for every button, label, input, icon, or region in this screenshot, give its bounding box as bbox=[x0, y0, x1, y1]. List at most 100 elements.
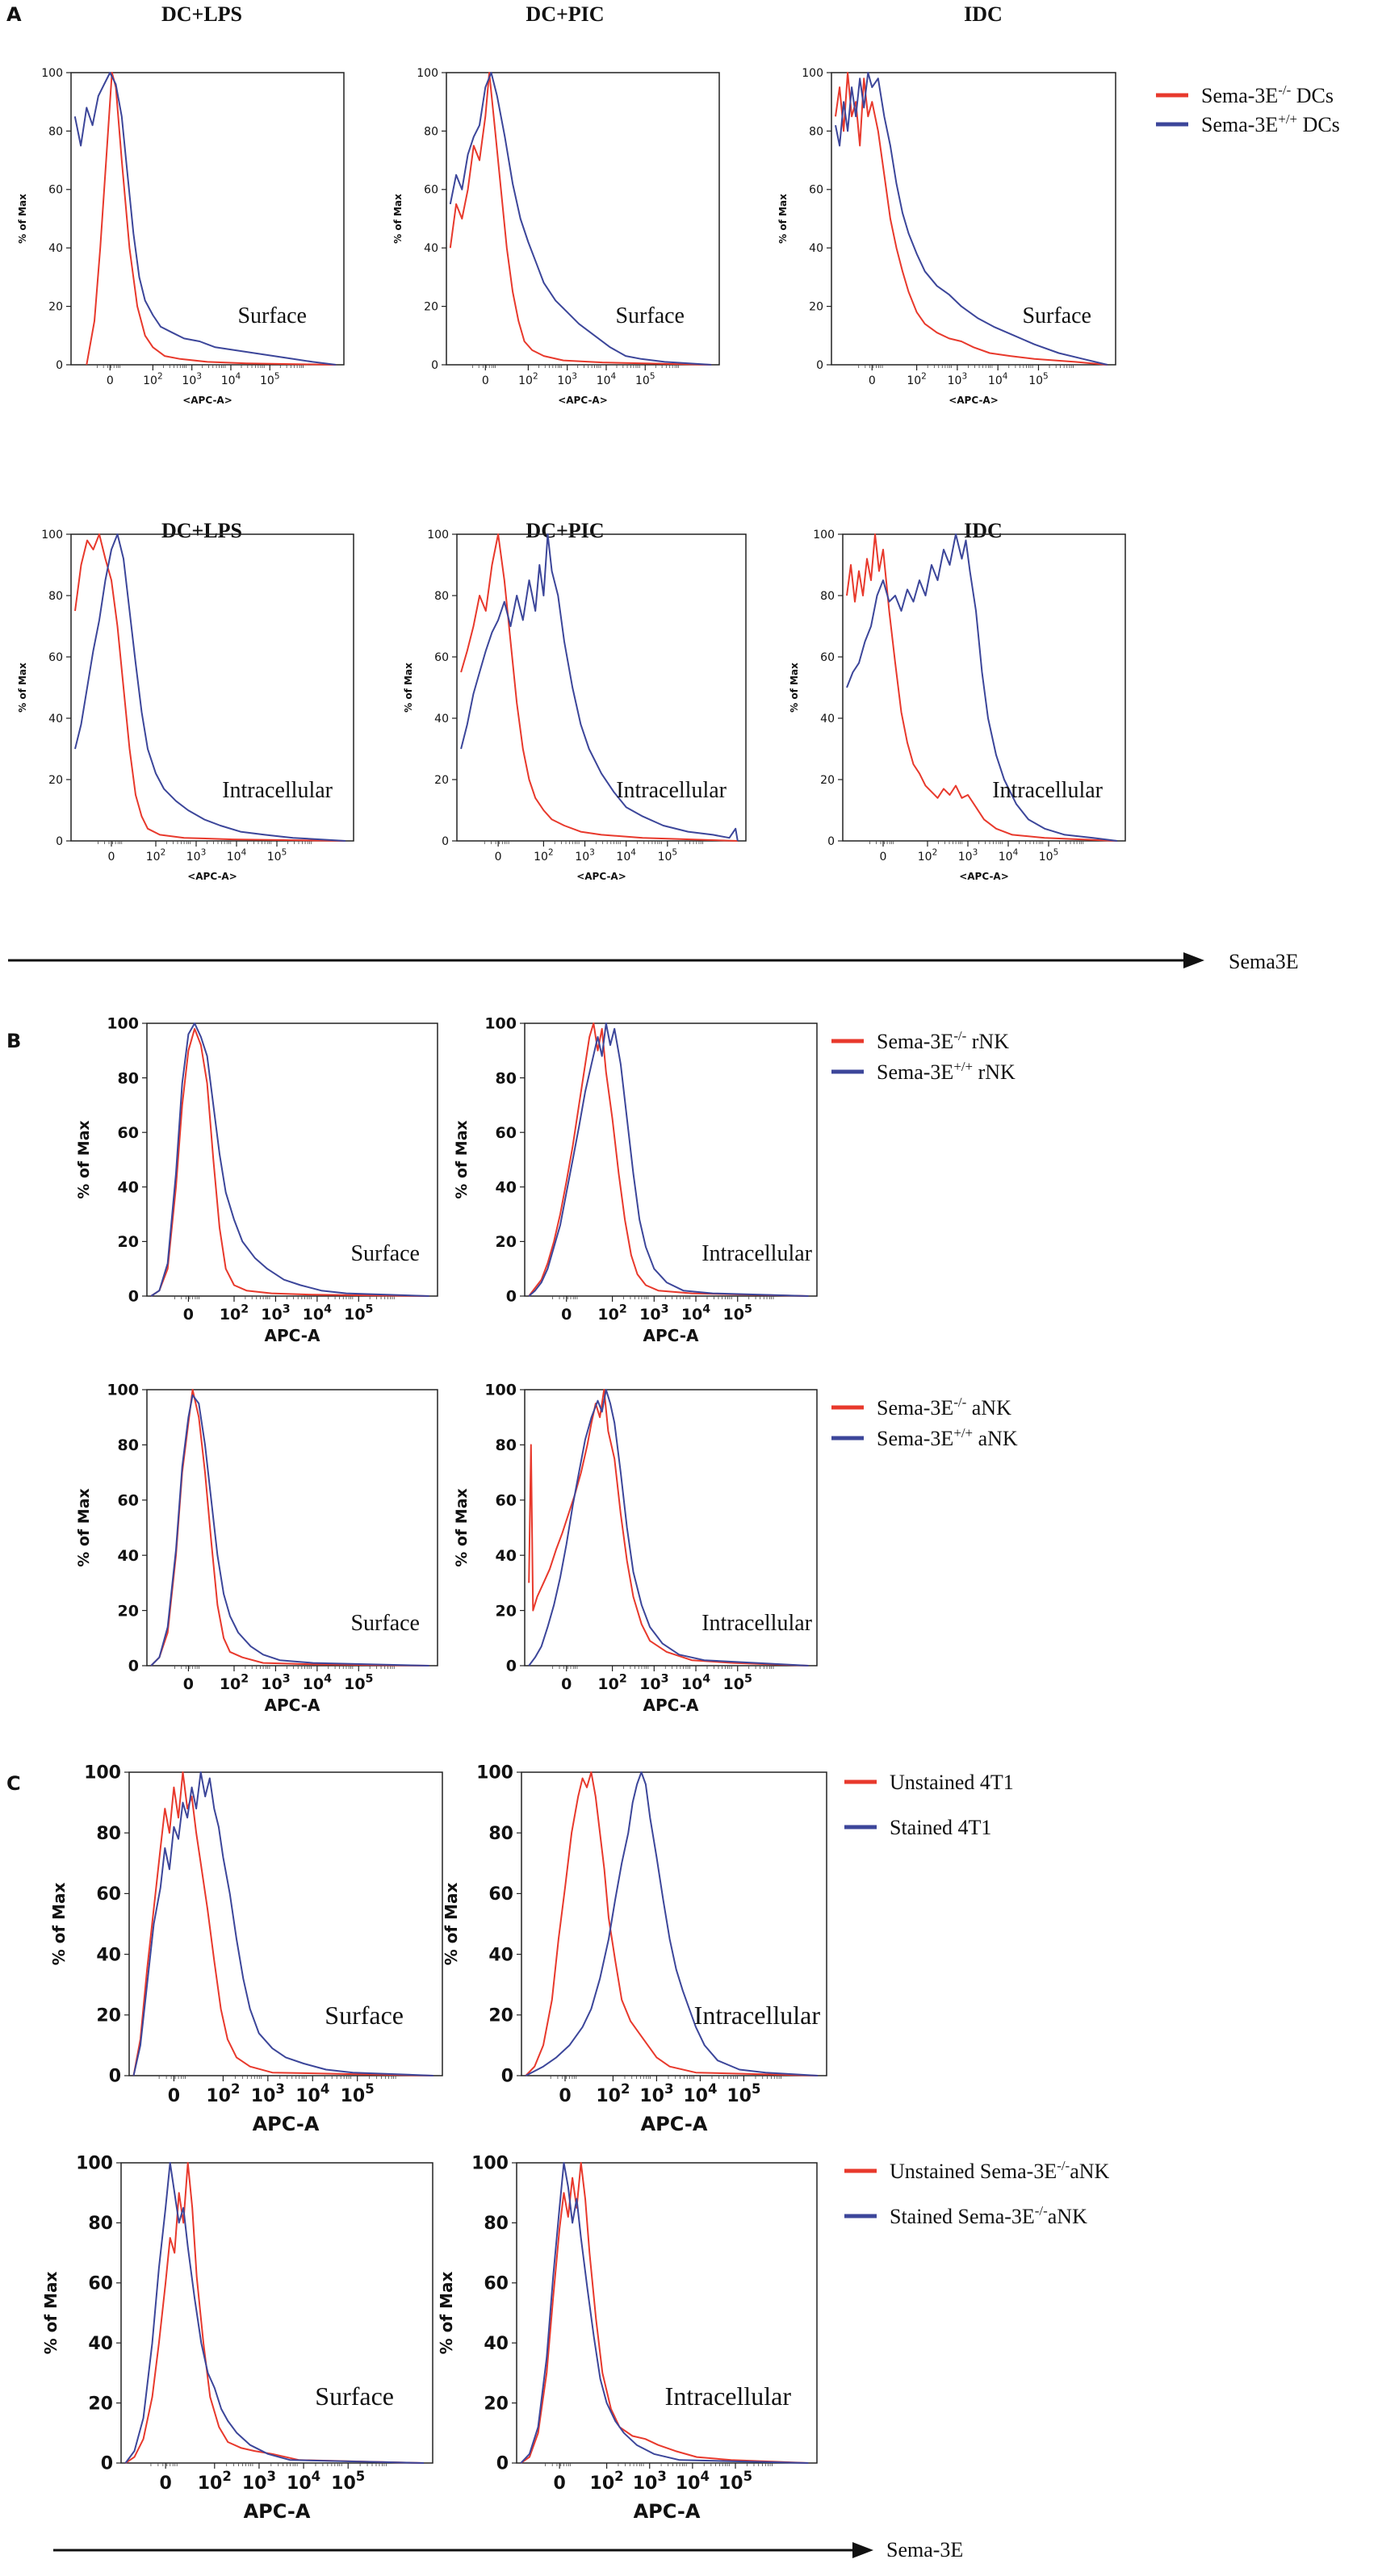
histogram-curve-blue bbox=[449, 72, 712, 366]
chart-title: DC+LPS bbox=[161, 519, 242, 542]
arrow-label-sema-3e: Sema-3E bbox=[886, 2538, 963, 2561]
legend-tail: rNK bbox=[966, 1030, 1009, 1053]
x-tick-label: 103 bbox=[639, 1672, 668, 1693]
y-tick-label: 40 bbox=[488, 1945, 513, 1965]
y-tick-label: 60 bbox=[484, 2274, 509, 2294]
x-axis-label: <APC-A> bbox=[576, 871, 626, 882]
x-tick-label: 103 bbox=[575, 848, 595, 864]
histogram-curve-blue bbox=[73, 72, 337, 366]
x-tick-label: 104 bbox=[681, 1672, 710, 1693]
y-tick-label: 40 bbox=[496, 1178, 517, 1196]
x-tick-label: 105 bbox=[344, 1672, 373, 1693]
x-tick-label: 0 bbox=[561, 1675, 572, 1693]
x-axis-label: <APC-A> bbox=[558, 395, 608, 406]
x-axis-label: <APC-A> bbox=[182, 395, 232, 406]
histogram-c1: 0 20 40 60 80 100 0 102 103 104 105 APC-A % of Max Su… bbox=[49, 1763, 443, 2135]
histogram-curve-red bbox=[525, 1771, 819, 2076]
x-tick-label: 104 bbox=[676, 2469, 710, 2494]
y-axis-label: % of Max bbox=[403, 663, 414, 713]
x-tick-label: 0 bbox=[561, 1306, 572, 1324]
y-tick-label: 60 bbox=[496, 1124, 517, 1142]
chart-title: DC+PIC bbox=[526, 519, 604, 542]
x-tick-label: 105 bbox=[723, 1303, 752, 1324]
legend-label: Sema-3E bbox=[877, 1030, 953, 1053]
plot-frame bbox=[524, 1389, 818, 1666]
y-tick-label: 0 bbox=[128, 1658, 139, 1675]
y-axis-label: % of Max bbox=[41, 2272, 61, 2355]
legend-label: Stained 4T1 bbox=[890, 1816, 991, 1839]
x-tick-label: 105 bbox=[635, 372, 655, 387]
histogram-b3: 0 20 40 60 80 100 0 102 103 104 105 APC-A % of Max Su… bbox=[75, 1382, 438, 1715]
x-axis-label: <APC-A> bbox=[949, 395, 999, 406]
x-tick-label: 0 bbox=[183, 1306, 194, 1324]
histogram-curve-blue bbox=[132, 1771, 433, 2076]
y-axis-label: % of Max bbox=[789, 663, 800, 713]
legend-entry: Sema-3E+/+ rNK bbox=[877, 1059, 1016, 1084]
sema3e-arrow-c bbox=[53, 2542, 873, 2558]
x-tick-label: 102 bbox=[220, 1672, 249, 1693]
legend-entry: Sema-3E-/- rNK bbox=[877, 1028, 1009, 1053]
x-axis-label: APC-A bbox=[264, 1696, 320, 1715]
legend-label: Sema-3E bbox=[1201, 84, 1278, 107]
x-axis-label: APC-A bbox=[641, 2113, 708, 2135]
y-axis-label: % of Max bbox=[437, 2272, 456, 2355]
x-tick-label: 0 bbox=[108, 851, 115, 864]
y-tick-label: 40 bbox=[484, 2334, 509, 2354]
y-tick-label: 60 bbox=[96, 1884, 121, 1905]
histogram-curve-blue bbox=[525, 1771, 819, 2076]
legend-superscript: -/- bbox=[953, 1395, 966, 1410]
x-axis-label: APC-A bbox=[643, 1326, 699, 1345]
y-tick-label: 40 bbox=[88, 2334, 113, 2354]
plot-frame bbox=[516, 2162, 818, 2464]
plot-frame bbox=[120, 2162, 433, 2464]
y-tick-label: 0 bbox=[128, 1288, 139, 1306]
x-tick-label: 104 bbox=[988, 372, 1008, 387]
y-tick-label: 80 bbox=[488, 1824, 513, 1844]
x-tick-label: 102 bbox=[198, 2469, 232, 2494]
y-tick-label: 40 bbox=[118, 1178, 139, 1196]
y-axis-label: % of Max bbox=[17, 663, 28, 713]
y-tick-label: 100 bbox=[107, 1015, 139, 1033]
y-tick-label: 60 bbox=[809, 184, 823, 197]
histogram-annotation: Surface bbox=[325, 2001, 404, 2030]
x-tick-label: 104 bbox=[616, 848, 636, 864]
legend-superscript: -/- bbox=[1278, 82, 1291, 98]
chart-title: IDC bbox=[964, 2, 1003, 26]
y-tick-label: 100 bbox=[476, 1763, 513, 1784]
legend-label: Sema-3E bbox=[1201, 113, 1278, 136]
y-axis-label: % of Max bbox=[777, 194, 789, 244]
legend-entry: Stained Sema-3E-/-aNK bbox=[890, 2203, 1087, 2228]
histogram-curve-red bbox=[132, 1771, 433, 2076]
y-tick-label: 80 bbox=[88, 2214, 113, 2234]
x-axis-label: APC-A bbox=[634, 2500, 701, 2523]
histogram-annotation: Surface bbox=[615, 303, 685, 328]
y-tick-label: 20 bbox=[118, 1602, 139, 1620]
y-tick-label: 100 bbox=[484, 1382, 517, 1399]
x-tick-label: 105 bbox=[723, 1672, 752, 1693]
y-tick-label: 0 bbox=[56, 835, 63, 848]
y-tick-label: 0 bbox=[442, 835, 449, 848]
y-tick-label: 60 bbox=[434, 651, 449, 664]
x-tick-label: 103 bbox=[639, 2081, 673, 2106]
x-tick-label: 102 bbox=[907, 372, 927, 387]
y-tick-label: 0 bbox=[816, 359, 823, 372]
y-tick-label: 20 bbox=[484, 2394, 509, 2414]
histogram-curve-blue bbox=[528, 1389, 809, 1666]
y-tick-label: 20 bbox=[424, 301, 438, 314]
x-tick-label: 104 bbox=[681, 1303, 710, 1324]
histogram-a3: IDC 0 20 40 60 80 100 0 102 103 104 105 <APC-A> % of … bbox=[777, 2, 1116, 406]
x-tick-label: 0 bbox=[553, 2474, 565, 2494]
y-tick-label: 0 bbox=[101, 2454, 113, 2474]
y-tick-label: 0 bbox=[431, 359, 438, 372]
histogram-curve-red bbox=[846, 533, 1118, 842]
x-tick-label: 104 bbox=[999, 848, 1019, 864]
histogram-curve-red bbox=[449, 72, 712, 366]
legend-label: Sema-3E bbox=[877, 1060, 953, 1084]
x-tick-label: 105 bbox=[1028, 372, 1049, 387]
y-tick-label: 100 bbox=[484, 1015, 517, 1033]
y-tick-label: 60 bbox=[820, 651, 835, 664]
histogram-curve-blue bbox=[520, 2162, 809, 2464]
histogram-annotation: Intracellular bbox=[616, 778, 727, 803]
